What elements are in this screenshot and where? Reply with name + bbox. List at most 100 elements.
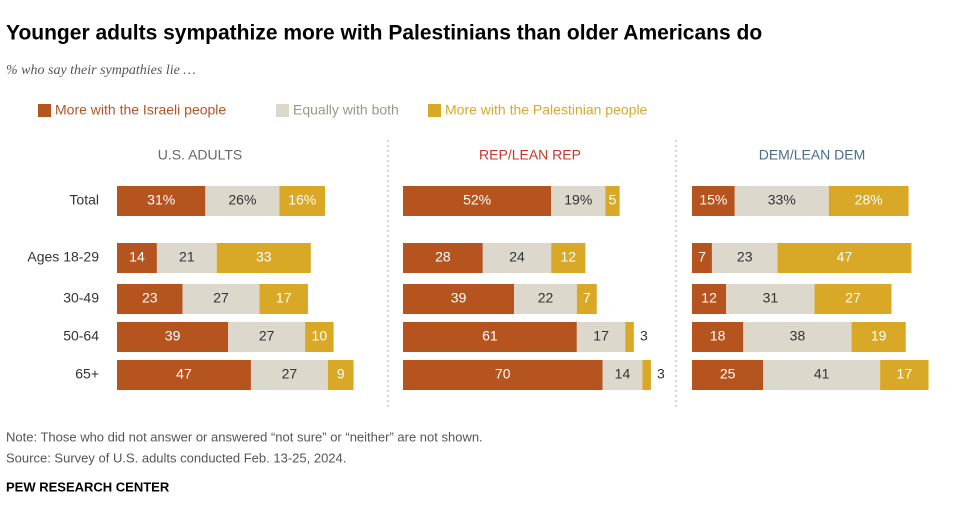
legend-swatch — [428, 104, 441, 117]
bar-segment — [551, 243, 586, 273]
bar-segment — [117, 360, 251, 390]
legend-label: More with the Israeli people — [55, 102, 226, 118]
bar-segment — [743, 322, 852, 352]
bar-segment — [182, 284, 260, 314]
bar-segment — [117, 186, 206, 216]
bar-segment — [259, 284, 308, 314]
bar-segment — [216, 243, 311, 273]
value-label: 39 — [165, 328, 181, 344]
value-label: 22 — [538, 290, 554, 306]
bar-segment — [576, 322, 626, 352]
category-label: 30-49 — [63, 290, 99, 306]
bar-segment — [279, 186, 326, 216]
bar-segment — [734, 186, 829, 216]
bar-segment — [205, 186, 280, 216]
bar-segment — [482, 243, 552, 273]
bar-segment — [117, 284, 183, 314]
value-label: 7 — [698, 249, 706, 265]
bar-segment — [403, 284, 515, 314]
value-label: 38 — [790, 328, 806, 344]
bar-segment — [828, 186, 909, 216]
value-label: 10 — [312, 328, 328, 344]
panel-title: REP/LEAN REP — [479, 147, 581, 163]
value-label: 5 — [609, 192, 617, 208]
bar-segment — [576, 284, 597, 314]
bar-segment — [156, 243, 217, 273]
value-label: 17 — [593, 328, 609, 344]
bar-segment — [692, 186, 735, 216]
subtitle: % who say their sympathies lie … — [6, 63, 196, 78]
bar-segment — [642, 360, 651, 390]
value-label: 17 — [276, 290, 292, 306]
value-label: 28% — [855, 192, 883, 208]
value-label: 27 — [845, 290, 861, 306]
value-label: 19% — [564, 192, 592, 208]
value-label: 18 — [710, 328, 726, 344]
value-label: 33% — [768, 192, 796, 208]
bar-segment — [692, 284, 727, 314]
bar-segment — [814, 284, 892, 314]
value-label: 61 — [482, 328, 498, 344]
value-label: 3 — [640, 328, 648, 344]
legend-swatch — [38, 104, 51, 117]
value-label: 47 — [837, 249, 853, 265]
value-label: 23 — [737, 249, 753, 265]
bar-segment — [551, 186, 606, 216]
panel-title: DEM/LEAN DEM — [759, 147, 866, 163]
category-label: 65+ — [75, 366, 99, 382]
value-label: 12 — [561, 249, 577, 265]
bar-segment — [711, 243, 778, 273]
value-label: 15% — [699, 192, 727, 208]
value-label: 7 — [583, 290, 591, 306]
value-label: 21 — [179, 249, 195, 265]
bar-segment — [726, 284, 815, 314]
chart-title: Younger adults sympathize more with Pale… — [6, 22, 762, 45]
bar-segment — [403, 322, 577, 352]
bar-segment — [403, 243, 483, 273]
bar-segment — [305, 322, 334, 352]
bar-segment — [777, 243, 912, 273]
value-label: 27 — [259, 328, 275, 344]
bar-segment — [692, 243, 712, 273]
bar-segment — [602, 360, 643, 390]
value-label: 41 — [814, 366, 830, 382]
value-label: 47 — [176, 366, 192, 382]
bar-segment — [403, 360, 603, 390]
bar-segment — [880, 360, 929, 390]
bar-segment — [250, 360, 328, 390]
category-label: 50-64 — [63, 328, 99, 344]
bar-segment — [117, 243, 157, 273]
legend-label: More with the Palestinian people — [445, 102, 648, 118]
note: Note: Those who did not answer or answer… — [6, 429, 483, 444]
value-label: 70 — [495, 366, 511, 382]
value-label: 17 — [897, 366, 913, 382]
value-label: 14 — [615, 366, 631, 382]
legend-label: Equally with both — [293, 102, 399, 118]
footer: PEW RESEARCH CENTER — [6, 479, 170, 494]
value-label: 33 — [256, 249, 272, 265]
bar-segment — [605, 186, 620, 216]
category-label: Ages 18-29 — [27, 249, 99, 265]
value-label: 27 — [213, 290, 229, 306]
value-label: 25 — [720, 366, 736, 382]
bar-segment — [228, 322, 306, 352]
bar-segment — [117, 322, 229, 352]
bar-segment — [851, 322, 906, 352]
bar-segment — [514, 284, 577, 314]
value-label: 14 — [129, 249, 145, 265]
value-label: 23 — [142, 290, 158, 306]
bar-segment — [692, 322, 744, 352]
source: Source: Survey of U.S. adults conducted … — [6, 450, 346, 465]
value-label: 28 — [435, 249, 451, 265]
bar-segment — [625, 322, 634, 352]
bar-segment — [327, 360, 354, 390]
value-label: 19 — [871, 328, 887, 344]
bar-segment — [692, 360, 764, 390]
bar-segment — [403, 186, 552, 216]
value-label: 3 — [657, 366, 665, 382]
value-label: 9 — [337, 366, 345, 382]
category-label: Total — [69, 192, 99, 208]
value-label: 12 — [701, 290, 717, 306]
legend-swatch — [276, 104, 289, 117]
